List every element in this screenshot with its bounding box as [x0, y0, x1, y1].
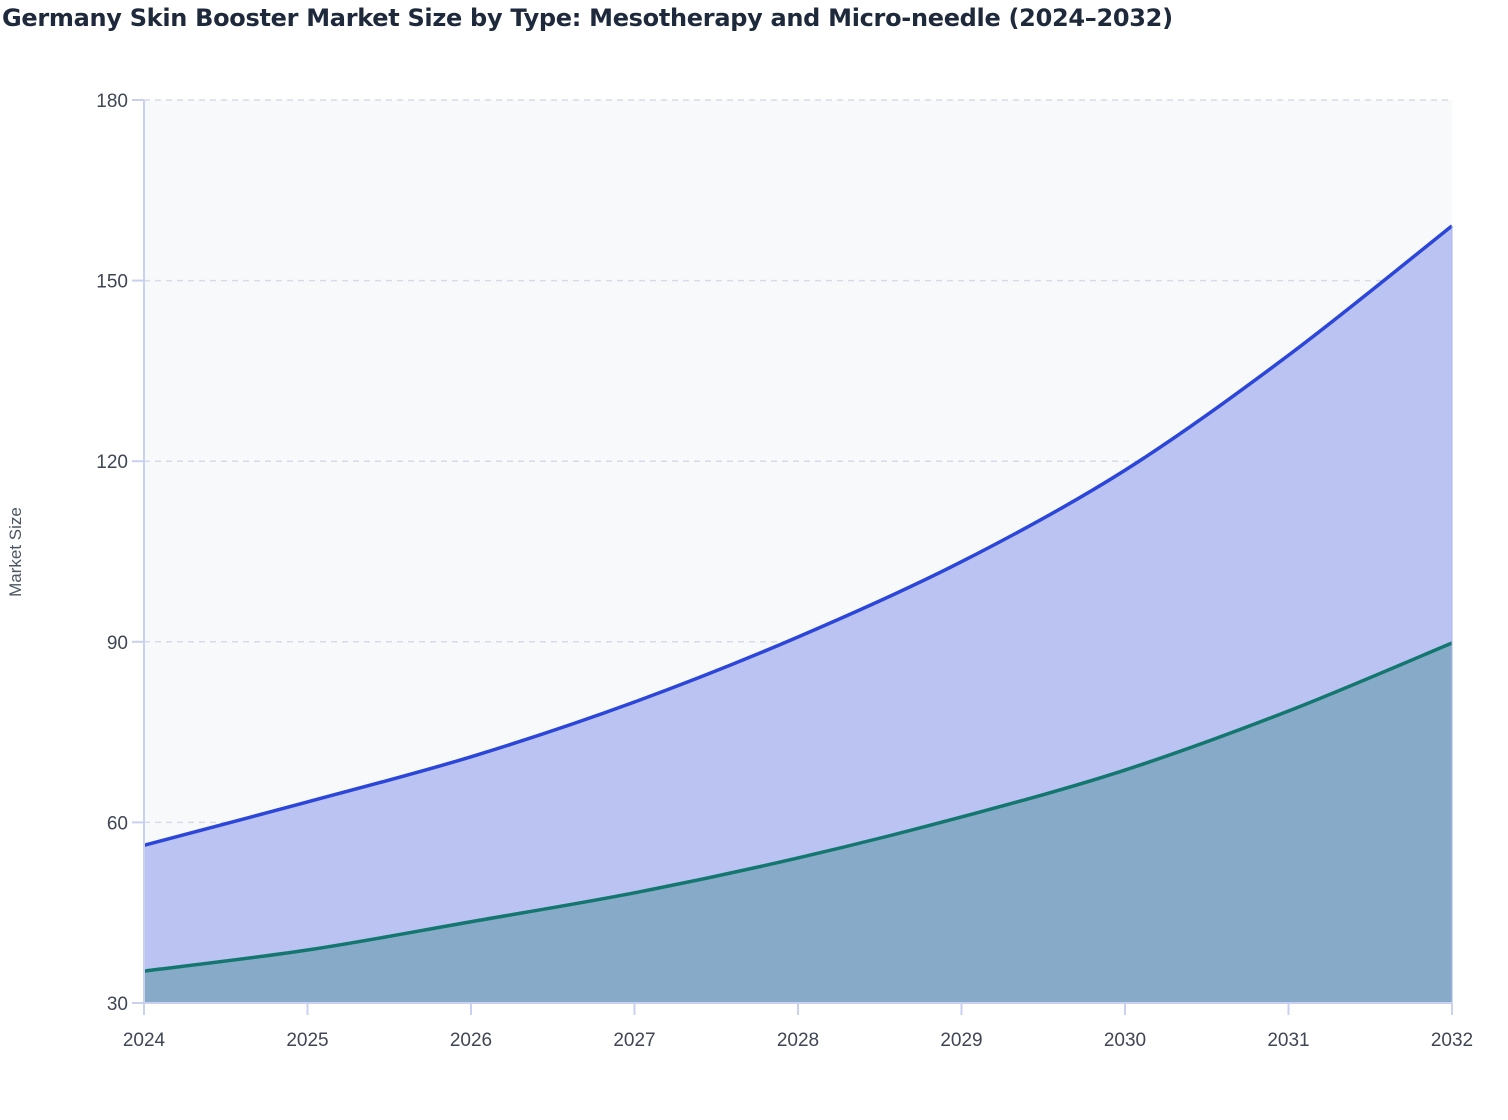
- area-micro-needle: [144, 643, 1452, 1003]
- y-tick-label: 120: [96, 452, 128, 473]
- line-mesotherapy: [143, 224, 1454, 847]
- x-tick-label: 2024: [123, 1030, 166, 1051]
- area-mesotherapy: [144, 225, 1452, 972]
- y-tick-label: 60: [107, 813, 128, 834]
- x-tick-label: 2030: [1104, 1030, 1146, 1051]
- y-tick-label: 90: [107, 633, 128, 654]
- x-tick-label: 2026: [450, 1030, 492, 1051]
- x-tick-label: 2028: [777, 1030, 819, 1051]
- x-tick-label: 2027: [613, 1030, 655, 1051]
- y-tick-label: 150: [96, 272, 128, 293]
- chart-title: Germany Skin Booster Market Size by Type…: [2, 4, 1173, 32]
- x-tick-label: 2031: [1267, 1030, 1309, 1051]
- y-tick-label: 180: [96, 91, 128, 112]
- x-axis: 2024 2025 2026 2027 2028 2029 2030 2031 2032: [123, 1002, 1473, 1051]
- y-tick-label: 30: [107, 994, 128, 1015]
- x-tick-label: 2029: [940, 1030, 982, 1051]
- x-tick-label: 2032: [1431, 1030, 1473, 1051]
- line-micro-needle: [143, 641, 1453, 973]
- x-tick-label: 2025: [286, 1030, 328, 1051]
- y-axis: 30 60 90 120 150 180: [96, 91, 145, 1015]
